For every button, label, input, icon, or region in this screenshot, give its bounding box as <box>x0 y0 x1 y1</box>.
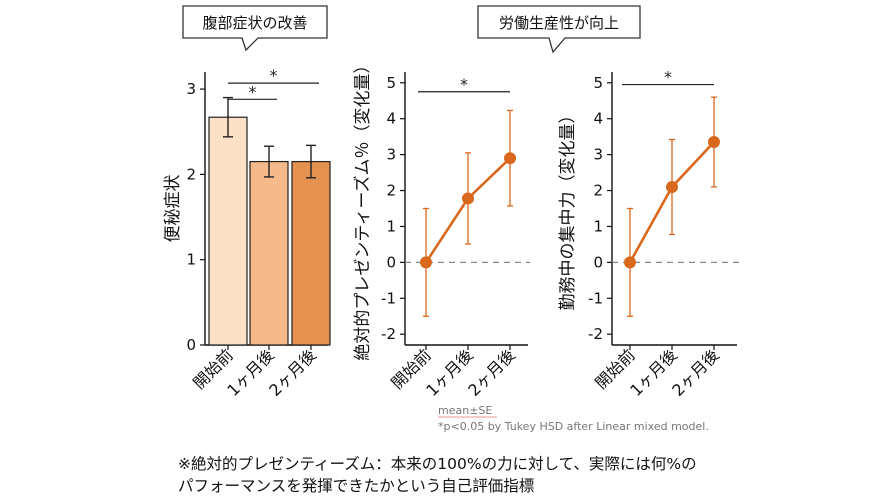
y-axis-title: 絶対的プレゼンティーズム％（変化量） <box>353 56 373 360</box>
y-tick-label: -1 <box>588 289 603 307</box>
x-category-label: 2ヶ月後 <box>265 345 320 400</box>
data-point <box>420 256 432 269</box>
callout-right: 労働生産性が向上 <box>477 5 641 54</box>
y-tick-label: 5 <box>386 74 396 92</box>
y-tick-label: 2 <box>593 182 603 200</box>
y-tick-label: 3 <box>186 80 196 98</box>
x-category-label: 2ヶ月後 <box>464 345 519 400</box>
y-tick-label: 1 <box>593 217 603 235</box>
y-tick-label: 0 <box>386 253 396 271</box>
data-point <box>624 256 636 269</box>
bar <box>291 160 331 346</box>
y-axis-title: 勤務中の集中力（変化量） <box>558 107 578 311</box>
callout-right-text: 労働生産性が向上 <box>499 14 619 32</box>
footnote-line1: ※絶対的プレゼンティーズム：本来の100%の力に対して、実際には何%の <box>178 455 697 473</box>
y-tick-label: 3 <box>593 146 603 164</box>
data-point <box>504 152 516 165</box>
y-tick-label: 4 <box>593 110 603 128</box>
y-tick-label: -1 <box>381 289 396 307</box>
bar <box>249 160 289 346</box>
data-point <box>708 136 720 149</box>
footnote-line2: パフォーマンスを発揮できたかという自己評価指標 <box>178 477 534 495</box>
stats-note: *p<0.05 by Tukey HSD after Linear mixed … <box>438 420 709 433</box>
y-tick-label: 2 <box>386 182 396 200</box>
y-tick-label: 3 <box>386 146 396 164</box>
significance-star: * <box>249 82 257 101</box>
y-tick-label: 5 <box>593 74 603 92</box>
mean-se-label: mean±SE <box>438 404 492 417</box>
y-tick-label: -2 <box>381 325 396 343</box>
data-point <box>462 192 474 205</box>
y-tick-label: 0 <box>186 336 196 354</box>
bar <box>208 116 248 346</box>
x-category-label: 2ヶ月後 <box>668 345 723 400</box>
y-axis-title: 便秘症状 <box>163 175 183 243</box>
data-point <box>666 180 678 193</box>
y-tick-label: 2 <box>186 165 196 183</box>
significance-star: * <box>664 68 672 87</box>
significance-star: * <box>460 75 468 94</box>
significance-star: * <box>270 66 278 85</box>
callout-left: 腹部症状の改善 <box>182 5 328 52</box>
y-tick-label: 1 <box>386 217 396 235</box>
y-tick-label: 0 <box>593 253 603 271</box>
y-tick-label: 4 <box>386 110 396 128</box>
y-tick-label: -2 <box>588 325 603 343</box>
y-tick-label: 1 <box>186 251 196 269</box>
callout-left-text: 腹部症状の改善 <box>202 14 307 32</box>
